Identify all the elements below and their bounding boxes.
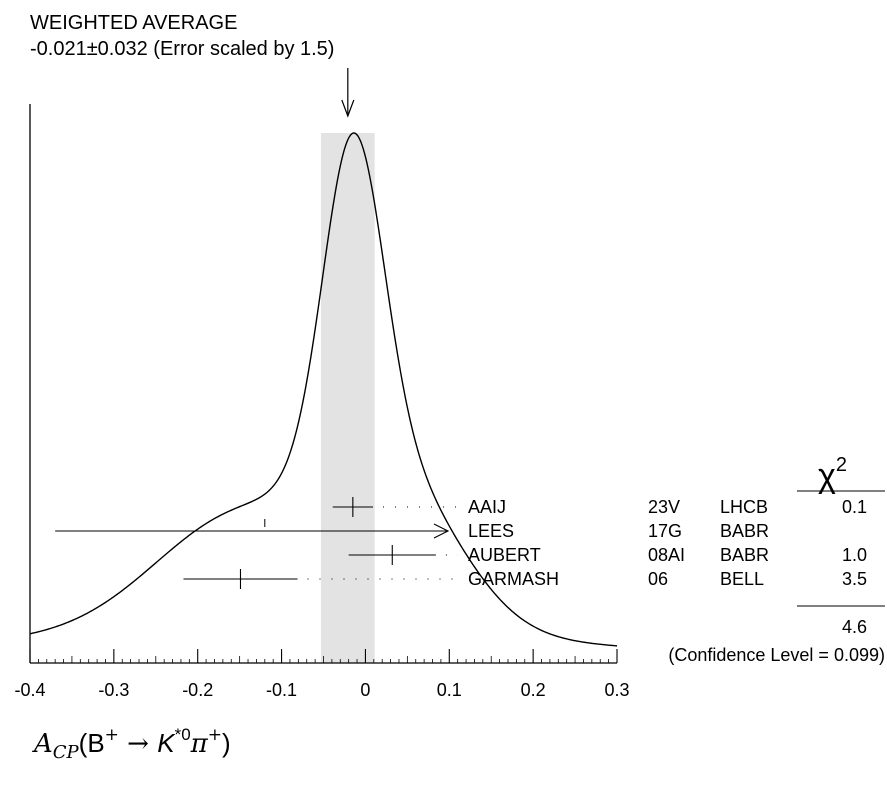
measurement-author: AAIJ bbox=[468, 497, 506, 517]
x-tick-label: 0.3 bbox=[604, 680, 629, 700]
error-bar-arrow bbox=[433, 523, 450, 539]
x-tick-label: 0 bbox=[360, 680, 370, 700]
x-tick-labels: -0.4 -0.3 -0.2 -0.1 0 0.1 0.2 0.3 bbox=[14, 680, 629, 700]
x-tick-label: -0.2 bbox=[182, 680, 213, 700]
measurement-code: 23V bbox=[648, 497, 680, 517]
measurement-code: 08AI bbox=[648, 545, 685, 565]
xlabel-arrow: → bbox=[119, 729, 157, 759]
measurement-row: AAIJ 23V LHCB bbox=[332, 497, 768, 517]
xlabel-kstar: *0 bbox=[175, 725, 191, 744]
chi2-value: 1.0 bbox=[842, 545, 867, 565]
xlabel-plus1: + bbox=[105, 725, 119, 745]
x-tick-label: 0.2 bbox=[521, 680, 546, 700]
ideogram-curve bbox=[29, 132, 618, 647]
average-error-band bbox=[320, 133, 375, 663]
chart-title: WEIGHTED AVERAGE bbox=[30, 12, 237, 34]
chi2-value: 3.5 bbox=[842, 569, 867, 589]
measurement-experiment: LHCB bbox=[720, 497, 768, 517]
confidence-level: (Confidence Level = 0.099) bbox=[668, 645, 885, 665]
measurement-code: 06 bbox=[648, 569, 668, 589]
x-tick-label: -0.4 bbox=[14, 680, 45, 700]
measurement-experiment: BELL bbox=[720, 569, 764, 589]
measurement-experiment: BABR bbox=[720, 545, 769, 565]
xlabel-k: K bbox=[157, 728, 176, 758]
measurement-code: 17G bbox=[648, 521, 682, 541]
chart-subtitle: -0.021±0.032 (Error scaled by 1.5) bbox=[30, 38, 334, 60]
chi2-value: 0.1 bbox=[842, 497, 867, 517]
measurement-author: GARMASH bbox=[468, 569, 559, 589]
chi2-header: χ2 bbox=[818, 454, 847, 495]
xlabel-a: A bbox=[32, 729, 53, 759]
measurement-row: AUBERT 08AI BABR bbox=[348, 545, 769, 565]
measurement-row: LEES 17G BABR bbox=[55, 519, 769, 541]
x-tick-label: -0.3 bbox=[98, 680, 129, 700]
chi2-values: 0.1 1.0 3.5 bbox=[842, 497, 867, 589]
chi2-symbol: χ bbox=[818, 457, 836, 495]
measurement-author: LEES bbox=[468, 521, 514, 541]
chi2-total: 4.6 bbox=[842, 617, 867, 637]
measurement-row: GARMASH 06 BELL bbox=[183, 569, 764, 589]
x-axis-label: ACP(B+ → K*0π+) bbox=[32, 725, 231, 763]
measurement-author: AUBERT bbox=[468, 545, 541, 565]
xlabel-cp: CP bbox=[53, 742, 80, 763]
average-arrow-head bbox=[341, 99, 355, 118]
x-tick-label: -0.1 bbox=[266, 680, 297, 700]
xlabel-open: (B bbox=[79, 728, 105, 758]
x-ticks bbox=[29, 649, 618, 663]
xlabel-pi: π bbox=[190, 729, 209, 759]
chi2-superscript: 2 bbox=[836, 454, 847, 476]
x-tick-label: 0.1 bbox=[437, 680, 462, 700]
xlabel-plus2: + bbox=[208, 725, 222, 745]
average-arrow bbox=[341, 68, 355, 118]
measurements: AAIJ 23V LHCB LEES 17G BABR AUBERT 08AI BABR GARM… bbox=[55, 497, 769, 589]
xlabel-close: ) bbox=[222, 728, 231, 758]
measurement-experiment: BABR bbox=[720, 521, 769, 541]
